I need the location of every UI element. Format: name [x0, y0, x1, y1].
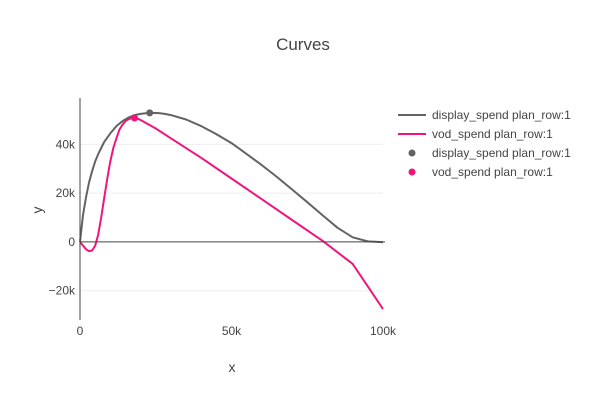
x-tick-label: 50k — [222, 324, 242, 338]
legend-marker-swatch — [408, 149, 416, 157]
x-axis-title: x — [229, 359, 236, 375]
legend-label: vod_spend plan_row:1 — [432, 165, 553, 179]
y-tick-label: −20k — [49, 284, 76, 298]
series-marker — [131, 114, 139, 122]
y-tick-label: 20k — [56, 186, 76, 200]
legend-label: vod_spend plan_row:1 — [432, 127, 553, 141]
series-line — [79, 117, 384, 310]
series-layer — [79, 109, 384, 310]
x-tick-label: 100k — [370, 324, 397, 338]
grid-layer — [80, 143, 383, 292]
series-marker — [146, 109, 154, 117]
legend-label: display_spend plan_row:1 — [432, 108, 571, 122]
x-tick-label: 0 — [77, 324, 84, 338]
axis-layer: −20k 0 20k 40k 0 50k 100k — [49, 98, 397, 338]
chart-title: Curves — [276, 35, 330, 54]
y-axis-title: y — [29, 207, 45, 214]
legend: display_spend plan_row:1 vod_spend plan_r… — [398, 108, 571, 179]
legend-label: display_spend plan_row:1 — [432, 146, 571, 160]
y-tick-label: 40k — [56, 137, 76, 151]
y-tick-label: 0 — [68, 235, 75, 249]
series-line — [79, 111, 384, 244]
legend-marker-swatch — [408, 168, 416, 176]
